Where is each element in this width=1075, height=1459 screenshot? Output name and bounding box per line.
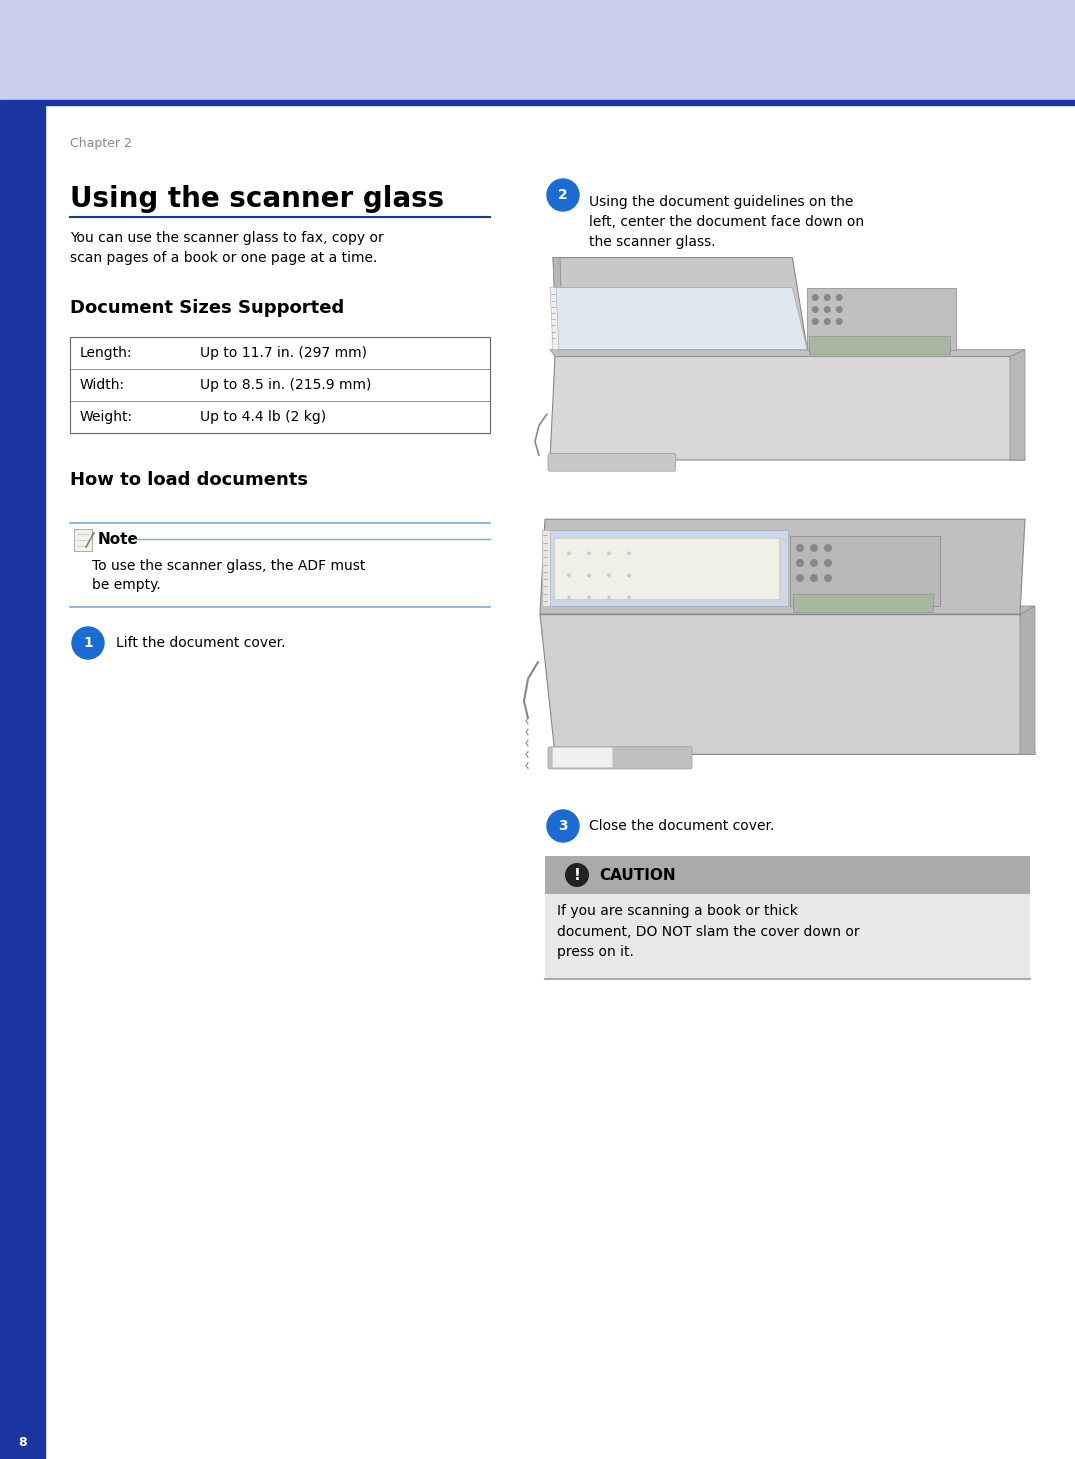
Circle shape xyxy=(825,544,832,552)
Circle shape xyxy=(587,573,591,578)
Text: Chapter 2: Chapter 2 xyxy=(70,137,132,149)
Circle shape xyxy=(72,627,104,659)
Polygon shape xyxy=(553,258,563,350)
Polygon shape xyxy=(540,614,1035,754)
Text: CAUTION: CAUTION xyxy=(599,868,675,883)
Bar xyxy=(74,530,92,552)
Text: To use the scanner glass, the ADF must
be empty.: To use the scanner glass, the ADF must b… xyxy=(92,559,366,592)
Circle shape xyxy=(812,306,819,314)
Text: Up to 8.5 in. (215.9 mm): Up to 8.5 in. (215.9 mm) xyxy=(200,378,371,392)
Bar xyxy=(809,336,949,353)
Circle shape xyxy=(627,595,631,600)
Polygon shape xyxy=(550,287,559,350)
Text: Lift the document cover.: Lift the document cover. xyxy=(116,636,286,651)
Text: 1: 1 xyxy=(83,636,92,651)
Circle shape xyxy=(627,552,631,556)
Text: 3: 3 xyxy=(558,818,568,833)
Polygon shape xyxy=(550,356,1024,460)
Circle shape xyxy=(812,295,819,301)
Bar xyxy=(793,594,933,611)
Text: Weight:: Weight: xyxy=(80,410,133,425)
Circle shape xyxy=(607,573,611,578)
Text: Up to 4.4 lb (2 kg): Up to 4.4 lb (2 kg) xyxy=(200,410,326,425)
Circle shape xyxy=(835,306,843,314)
Text: Width:: Width: xyxy=(80,378,125,392)
Polygon shape xyxy=(553,287,807,350)
Bar xyxy=(790,535,940,605)
Circle shape xyxy=(796,544,804,552)
Circle shape xyxy=(547,179,579,212)
Circle shape xyxy=(796,559,804,568)
Text: Up to 11.7 in. (297 mm): Up to 11.7 in. (297 mm) xyxy=(200,346,367,360)
Circle shape xyxy=(567,552,571,556)
Bar xyxy=(545,856,1030,894)
Bar xyxy=(551,747,612,767)
Circle shape xyxy=(835,295,843,301)
Circle shape xyxy=(796,573,804,582)
Circle shape xyxy=(607,552,611,556)
Circle shape xyxy=(809,559,818,568)
Circle shape xyxy=(587,552,591,556)
Text: If you are scanning a book or thick
document, DO NOT slam the cover down or
pres: If you are scanning a book or thick docu… xyxy=(557,905,860,959)
Text: Length:: Length: xyxy=(80,346,132,360)
Bar xyxy=(0,1427,45,1459)
Text: Note: Note xyxy=(98,531,139,547)
Text: 8: 8 xyxy=(18,1437,27,1449)
Text: !: ! xyxy=(574,868,581,883)
Circle shape xyxy=(823,318,831,325)
Text: You can use the scanner glass to fax, copy or
scan pages of a book or one page a: You can use the scanner glass to fax, co… xyxy=(70,231,384,266)
Bar xyxy=(0,105,45,1459)
Circle shape xyxy=(627,573,631,578)
Bar xyxy=(70,337,490,433)
Text: How to load documents: How to load documents xyxy=(70,471,309,489)
Circle shape xyxy=(835,318,843,325)
Polygon shape xyxy=(1020,605,1035,754)
Circle shape xyxy=(812,318,819,325)
Bar xyxy=(542,531,550,605)
Circle shape xyxy=(823,306,831,314)
Circle shape xyxy=(567,595,571,600)
Circle shape xyxy=(823,295,831,301)
Text: 2: 2 xyxy=(558,188,568,201)
FancyBboxPatch shape xyxy=(548,454,676,471)
Bar xyxy=(807,287,956,350)
Text: Using the scanner glass: Using the scanner glass xyxy=(70,185,444,213)
Circle shape xyxy=(565,864,589,887)
Polygon shape xyxy=(550,350,1024,356)
FancyBboxPatch shape xyxy=(548,747,692,769)
Bar xyxy=(545,894,1030,979)
Bar xyxy=(0,0,1075,101)
Text: Using the document guidelines on the
left, center the document face down on
the : Using the document guidelines on the lef… xyxy=(589,196,864,249)
Text: Close the document cover.: Close the document cover. xyxy=(589,818,774,833)
Bar xyxy=(0,101,1075,105)
Circle shape xyxy=(825,559,832,568)
Circle shape xyxy=(809,544,818,552)
Circle shape xyxy=(607,595,611,600)
Circle shape xyxy=(809,573,818,582)
Circle shape xyxy=(547,810,579,842)
Circle shape xyxy=(567,573,571,578)
Text: Document Sizes Supported: Document Sizes Supported xyxy=(70,299,344,317)
Polygon shape xyxy=(553,258,807,350)
Bar xyxy=(548,531,788,605)
Circle shape xyxy=(825,573,832,582)
Circle shape xyxy=(587,595,591,600)
Bar xyxy=(554,538,779,600)
Polygon shape xyxy=(540,519,1024,614)
Polygon shape xyxy=(1010,350,1024,460)
Polygon shape xyxy=(540,605,1035,614)
